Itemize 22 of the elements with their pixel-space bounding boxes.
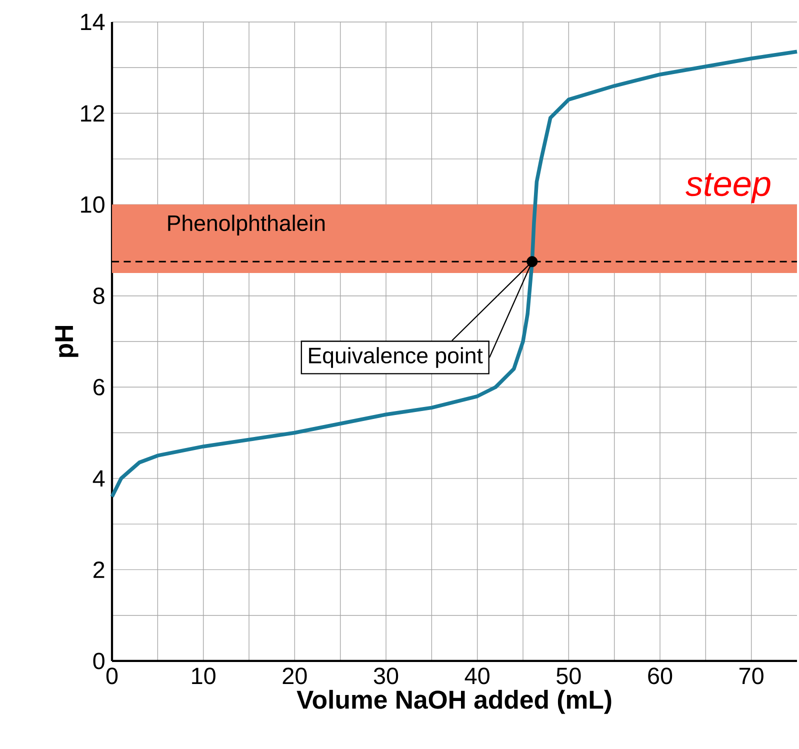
y-tick-label: 6 (94, 378, 104, 396)
annotation: steep (686, 173, 770, 204)
line-series (110, 50, 799, 499)
band-label: Phenolphthalein (168, 214, 325, 236)
y-tick-label: 12 (81, 105, 104, 122)
x-axis-title: Volume NaOH added (mL) (296, 690, 612, 714)
y-tick-label: 8 (93, 288, 104, 304)
annotation: Equivalence point (309, 347, 483, 368)
x-tick-label: 70 (740, 668, 764, 684)
x-tick-label: 60 (648, 668, 672, 684)
x-tick-label: 0 (106, 668, 118, 684)
x-tick-label: 40 (464, 668, 490, 684)
y-tick-label: 4 (92, 470, 105, 486)
x-tick-label: 20 (282, 668, 307, 684)
y-tick-label: 0 (93, 652, 104, 670)
x-tick-label: 50 (556, 668, 581, 684)
y-tick-label: 10 (81, 196, 104, 213)
x-tick-label: 10 (192, 668, 216, 684)
y-axis-title: pH (55, 326, 78, 357)
x-tick-label: 30 (374, 668, 398, 684)
y-tick-label: 14 (81, 14, 105, 30)
y-tick-label: 2 (94, 562, 104, 578)
